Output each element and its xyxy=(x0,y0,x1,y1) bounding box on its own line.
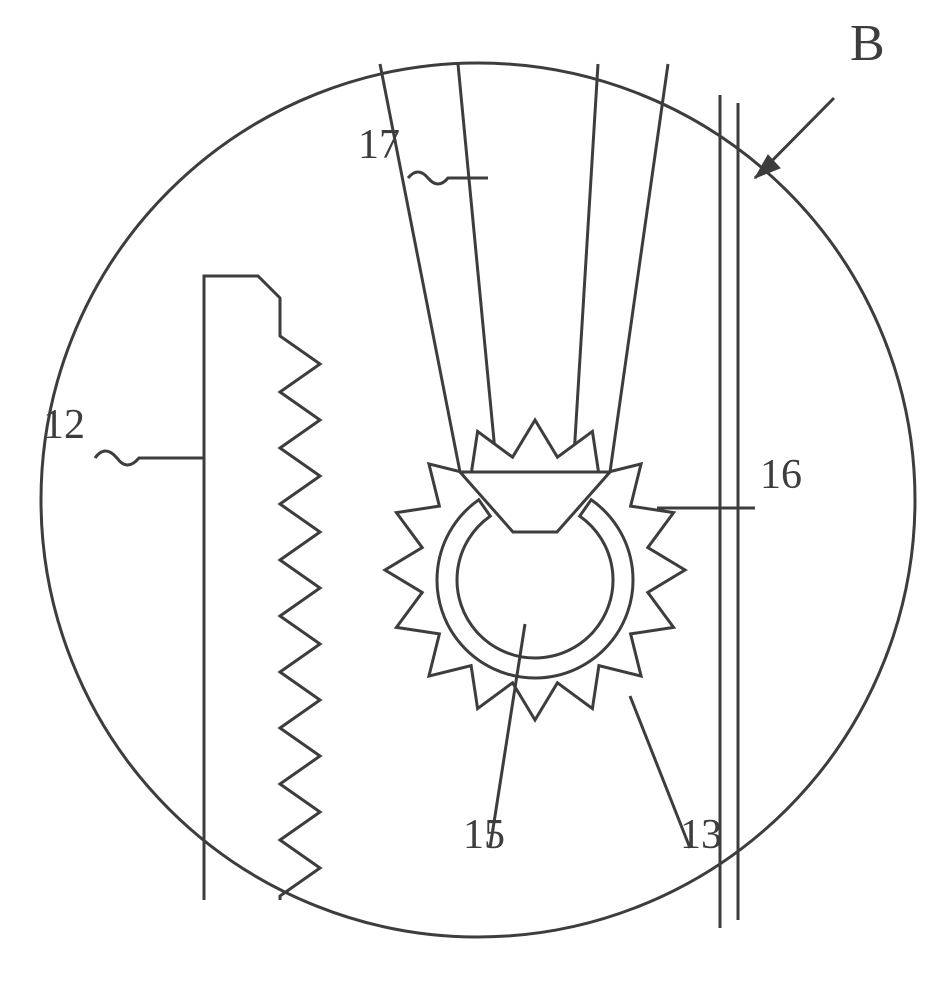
label-16: 16 xyxy=(760,452,802,498)
diagram-canvas: B 17 12 16 15 13 xyxy=(0,0,947,1000)
label-17: 17 xyxy=(358,122,400,168)
label-13: 13 xyxy=(680,812,722,858)
label-12: 12 xyxy=(43,402,85,448)
leader-12 xyxy=(95,451,204,465)
hopper-outer xyxy=(380,64,668,472)
label-B: B xyxy=(850,15,885,72)
hopper-inner-17 xyxy=(458,64,598,472)
rack-12 xyxy=(204,276,320,900)
label-15: 15 xyxy=(463,812,505,858)
diagram-svg: B 17 12 16 15 13 xyxy=(0,0,947,1000)
leader-17 xyxy=(408,172,488,184)
